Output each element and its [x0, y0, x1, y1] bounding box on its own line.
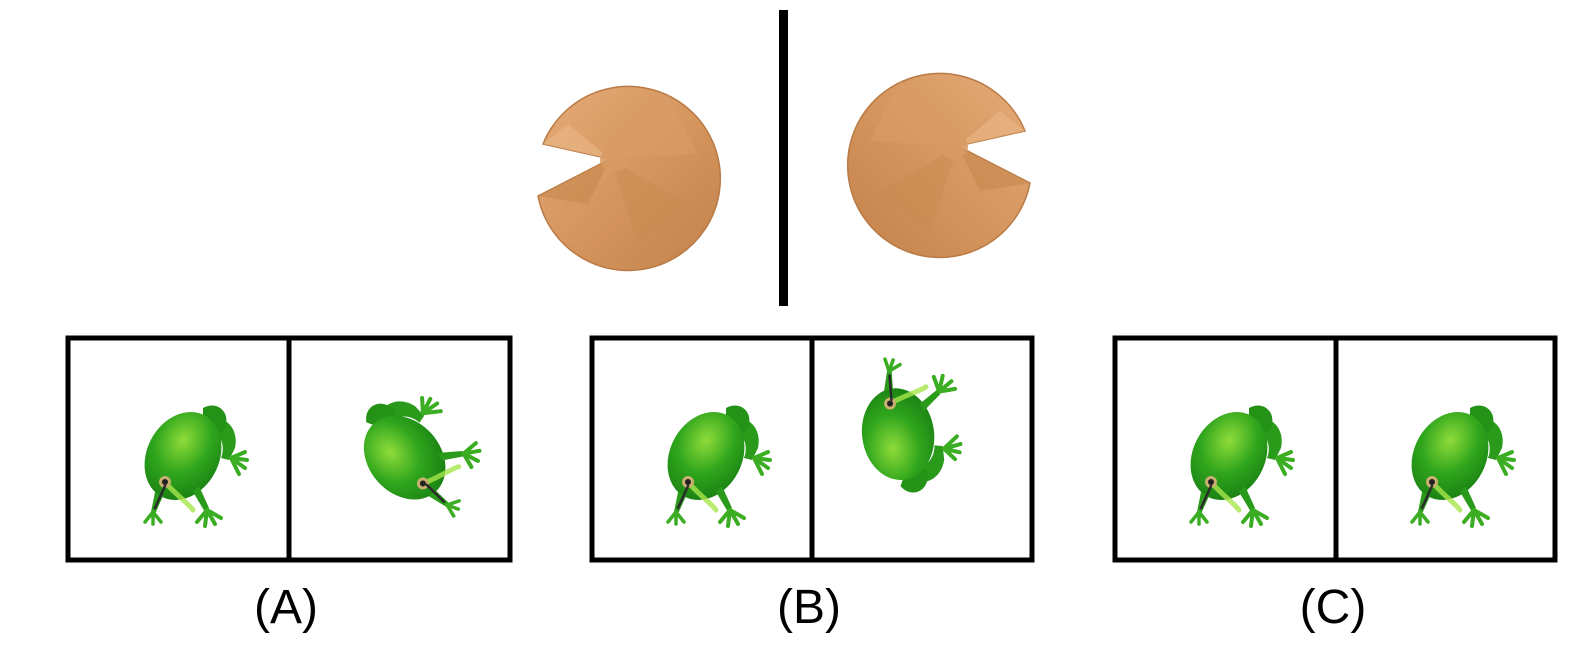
- option-a-label: (A): [254, 581, 318, 634]
- option-c-label: (C): [1299, 581, 1367, 634]
- pacman-disc-icon: [846, 72, 1031, 259]
- mirror-line: [779, 10, 788, 306]
- option-a[interactable]: [65, 335, 513, 563]
- option-b-label: (B): [777, 581, 841, 634]
- option-c[interactable]: [1112, 335, 1558, 563]
- option-b[interactable]: [589, 335, 1035, 563]
- reference-pair: [537, 10, 1031, 306]
- pacman-disc-icon: [537, 85, 722, 272]
